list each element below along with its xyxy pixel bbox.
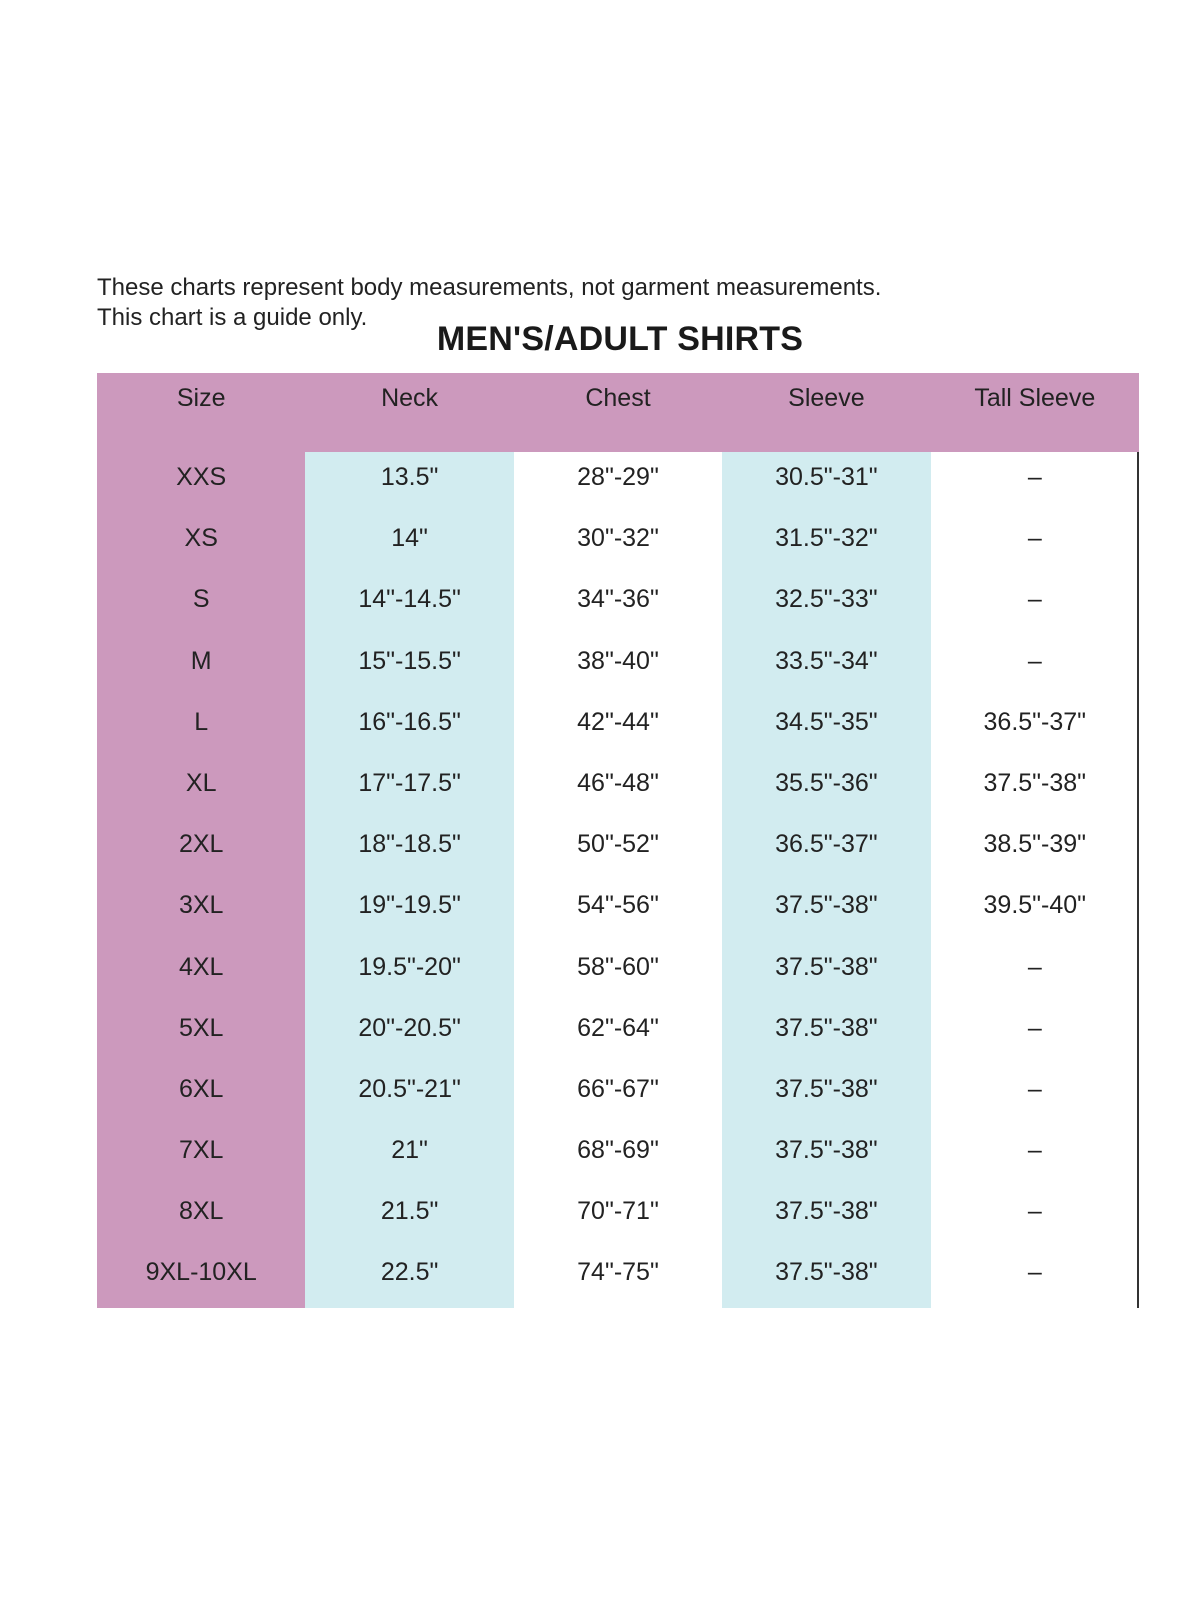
cell-chest: 38"-40"	[577, 646, 659, 675]
table-row: 8XL 21.5" 70"-71" 37.5"-38" –	[97, 1186, 1139, 1247]
cell-sleeve: 37.5"-38"	[775, 1013, 878, 1042]
chart-title: MEN'S/ADULT SHIRTS	[436, 320, 804, 358]
cell-size: 5XL	[178, 1013, 224, 1042]
table-body: XXS 13.5" 28"-29" 30.5"-31" – XS 14" 30"-32" 31.…	[97, 452, 1139, 1309]
cell-chest: 66"-67"	[577, 1074, 659, 1103]
cell-chest: 68"-69"	[577, 1136, 659, 1165]
cell-size: 8XL	[178, 1197, 224, 1226]
cell-chest: 54"-56"	[577, 891, 659, 920]
cell-size: XXS	[176, 463, 227, 491]
cell-neck: 14"	[391, 524, 428, 553]
cell-tall-sleeve: 36.5"-37"	[983, 707, 1087, 736]
cell-tall-sleeve: 38.5"-39"	[983, 830, 1087, 859]
table-row: XS 14" 30"-32" 31.5"-32" –	[97, 513, 1139, 574]
cell-neck: 18"-18.5"	[358, 830, 461, 859]
cell-neck: 22.5"	[380, 1258, 439, 1287]
cell-sleeve: 34.5"-35"	[775, 707, 878, 736]
cell-size: 3XL	[178, 891, 224, 920]
cell-size: XS	[184, 524, 218, 553]
table-row: 9XL-10XL 22.5" 74"-75" 37.5"-38" –	[97, 1247, 1139, 1308]
cell-chest: 30"-32"	[577, 524, 659, 553]
cell-sleeve: 37.5"-38"	[775, 1136, 878, 1165]
cell-tall-sleeve: –	[1027, 952, 1042, 981]
header-chest: Chest	[585, 384, 651, 412]
cell-neck: 20"-20.5"	[358, 1013, 461, 1042]
cell-neck: 13.5"	[380, 463, 439, 491]
table-row: XXS 13.5" 28"-29" 30.5"-31" –	[97, 452, 1139, 513]
header-tall-sleeve: Tall Sleeve	[974, 384, 1096, 412]
table-row: 2XL 18"-18.5" 50"-52" 36.5"-37" 38.5"-39"	[97, 819, 1139, 880]
table-row: 6XL 20.5"-21" 66"-67" 37.5"-38" –	[97, 1064, 1139, 1125]
cell-sleeve: 37.5"-38"	[775, 1197, 878, 1226]
cell-neck: 16"-16.5"	[358, 707, 461, 736]
cell-chest: 42"-44"	[577, 707, 659, 736]
cell-sleeve: 32.5"-33"	[775, 585, 878, 614]
table-row: L 16"-16.5" 42"-44" 34.5"-35" 36.5"-37"	[97, 697, 1139, 758]
table-row: M 15"-15.5" 38"-40" 33.5"-34" –	[97, 636, 1139, 697]
table-header: Size Neck Chest Sleeve Tall Sleeve	[97, 373, 1139, 452]
cell-tall-sleeve: –	[1027, 1074, 1042, 1103]
cell-sleeve: 37.5"-38"	[775, 1074, 878, 1103]
cell-chest: 62"-64"	[577, 1013, 659, 1042]
cell-chest: 70"-71"	[577, 1197, 659, 1226]
cell-size: 2XL	[178, 830, 224, 859]
cell-neck: 17"-17.5"	[358, 768, 461, 797]
cell-tall-sleeve: –	[1027, 1013, 1042, 1042]
guide-note: This chart is a guide only.	[97, 304, 368, 331]
cell-size: S	[192, 585, 210, 614]
cell-tall-sleeve: 37.5"-38"	[983, 768, 1087, 797]
table-row: XL 17"-17.5" 46"-48" 35.5"-36" 37.5"-38"	[97, 758, 1139, 819]
table-row: 4XL 19.5"-20" 58"-60" 37.5"-38" –	[97, 942, 1139, 1003]
cell-tall-sleeve: –	[1027, 1136, 1042, 1165]
cell-chest: 58"-60"	[577, 952, 659, 981]
cell-neck: 14"-14.5"	[358, 585, 461, 614]
cell-sleeve: 31.5"-32"	[775, 524, 878, 553]
header-neck: Neck	[381, 384, 439, 412]
size-column-bg	[97, 373, 306, 1308]
table-row: S 14"-14.5" 34"-36" 32.5"-33" –	[97, 574, 1139, 635]
cell-chest: 46"-48"	[577, 768, 659, 797]
sleeve-column-bg	[722, 373, 931, 1308]
table-row: 3XL 19"-19.5" 54"-56" 37.5"-38" 39.5"-40"	[97, 880, 1139, 941]
cell-sleeve: 36.5"-37"	[775, 830, 878, 859]
cell-size: 4XL	[178, 952, 224, 981]
cell-sleeve: 33.5"-34"	[775, 646, 878, 675]
cell-sleeve: 35.5"-36"	[775, 768, 878, 797]
cell-tall-sleeve: –	[1027, 524, 1042, 553]
cell-size: 7XL	[178, 1136, 224, 1165]
cell-chest: 50"-52"	[577, 830, 659, 859]
cell-neck: 15"-15.5"	[358, 646, 461, 675]
cell-neck: 19.5"-20"	[358, 952, 461, 981]
cell-sleeve: 37.5"-38"	[775, 891, 878, 920]
table-row: 5XL 20"-20.5" 62"-64" 37.5"-38" –	[97, 1003, 1139, 1064]
cell-neck: 21"	[391, 1136, 428, 1165]
cell-sleeve: 30.5"-31"	[775, 463, 878, 491]
size-chart-table: Size Neck Chest Sleeve Tall Sleeve XXS 13…	[97, 373, 1139, 1308]
cell-size: L	[194, 707, 209, 736]
cell-sleeve: 37.5"-38"	[775, 952, 878, 981]
cell-sleeve: 37.5"-38"	[775, 1258, 878, 1287]
cell-tall-sleeve: –	[1027, 1197, 1042, 1226]
cell-size: M	[190, 646, 212, 675]
cell-chest: 74"-75"	[577, 1258, 659, 1287]
cell-tall-sleeve: –	[1027, 1258, 1042, 1287]
cell-tall-sleeve: –	[1027, 646, 1042, 675]
table-row: 7XL 21" 68"-69" 37.5"-38" –	[97, 1125, 1139, 1186]
cell-neck: 20.5"-21"	[358, 1074, 461, 1103]
cell-size: 6XL	[178, 1074, 224, 1103]
cell-neck: 19"-19.5"	[358, 891, 461, 920]
header-size: Size	[176, 384, 226, 412]
cell-tall-sleeve: –	[1027, 463, 1042, 491]
header-sleeve: Sleeve	[788, 384, 865, 412]
neck-column-bg	[305, 373, 514, 1308]
cell-size: XL	[185, 768, 217, 797]
cell-tall-sleeve: –	[1027, 585, 1042, 614]
table-right-border	[1137, 452, 1139, 1308]
cell-chest: 34"-36"	[577, 585, 659, 614]
cell-neck: 21.5"	[380, 1197, 439, 1226]
cell-chest: 28"-29"	[577, 463, 659, 491]
cell-size: 9XL-10XL	[145, 1258, 257, 1287]
cell-tall-sleeve: 39.5"-40"	[983, 891, 1087, 920]
disclaimer-text: These charts represent body measurements…	[97, 274, 882, 301]
